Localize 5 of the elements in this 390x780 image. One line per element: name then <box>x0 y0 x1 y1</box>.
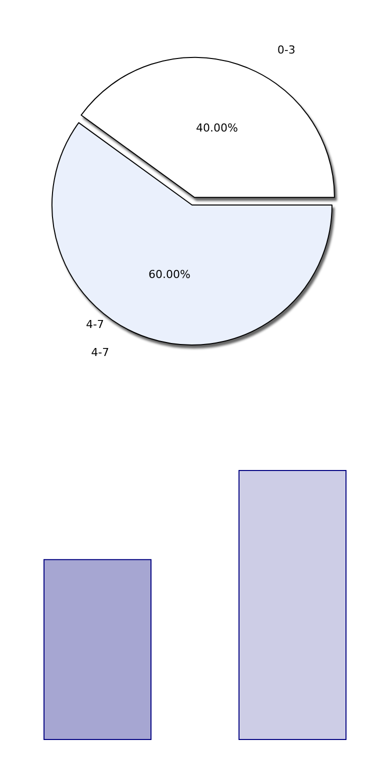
slice-label: 4-7 <box>91 346 110 359</box>
slice-label: 0-3 <box>277 43 296 56</box>
data-label: 40.00% <box>196 121 238 134</box>
text: 4-7 <box>86 318 104 331</box>
data-label: 60.00% <box>148 268 190 281</box>
